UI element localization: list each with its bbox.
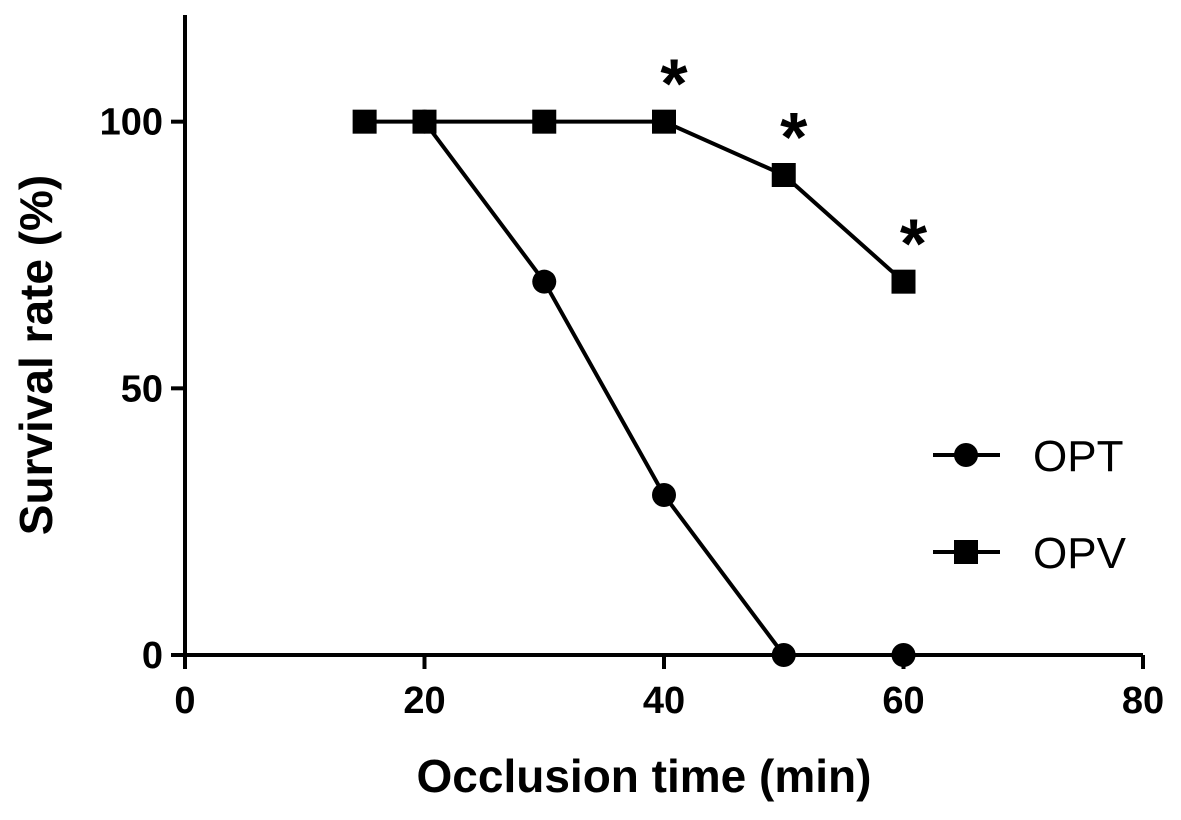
y-tick-label: 0 bbox=[142, 635, 163, 677]
y-axis-title: Survival rate (%) bbox=[10, 175, 62, 535]
data-point-opv bbox=[412, 109, 437, 134]
annotations: * * * bbox=[660, 45, 928, 283]
x-tick-label: 40 bbox=[643, 680, 685, 722]
data-point-opv bbox=[652, 109, 676, 134]
legend-marker-opt bbox=[954, 443, 978, 467]
legend-item-opv: OPV bbox=[933, 529, 1127, 578]
series-line-opv bbox=[364, 119, 905, 284]
x-tick-label: 60 bbox=[882, 680, 924, 722]
legend: OPT OPV bbox=[933, 432, 1127, 578]
data-point-opv bbox=[532, 109, 557, 134]
legend-marker-opv bbox=[954, 540, 978, 564]
data-point-opv bbox=[352, 109, 377, 134]
legend-item-opt: OPT bbox=[933, 432, 1123, 481]
x-tick-label: 20 bbox=[403, 680, 445, 722]
significance-marker: * bbox=[900, 205, 928, 283]
series-opv bbox=[352, 109, 916, 294]
y-tick-label: 50 bbox=[121, 368, 163, 410]
series-layer bbox=[352, 109, 916, 667]
legend-label-opt: OPT bbox=[1033, 432, 1123, 481]
data-point-opv bbox=[891, 269, 916, 294]
legend-label-opv: OPV bbox=[1033, 529, 1127, 578]
series-opt bbox=[412, 109, 916, 667]
x-axis-title: Occlusion time (min) bbox=[417, 750, 872, 802]
x-tick-label: 80 bbox=[1122, 680, 1164, 722]
y-tick-label: 100 bbox=[100, 102, 163, 144]
data-point-opt bbox=[652, 483, 676, 507]
axes: 0 20 40 60 80 0 50 100 bbox=[100, 15, 1164, 722]
data-point-opt bbox=[771, 643, 796, 667]
data-point-opt bbox=[532, 269, 557, 294]
data-point-opv bbox=[771, 163, 796, 187]
series-line-opt bbox=[422, 120, 904, 657]
significance-marker: * bbox=[780, 98, 808, 176]
x-tick-label: 0 bbox=[174, 680, 195, 722]
significance-marker: * bbox=[660, 45, 688, 123]
data-point-opt bbox=[891, 643, 916, 667]
